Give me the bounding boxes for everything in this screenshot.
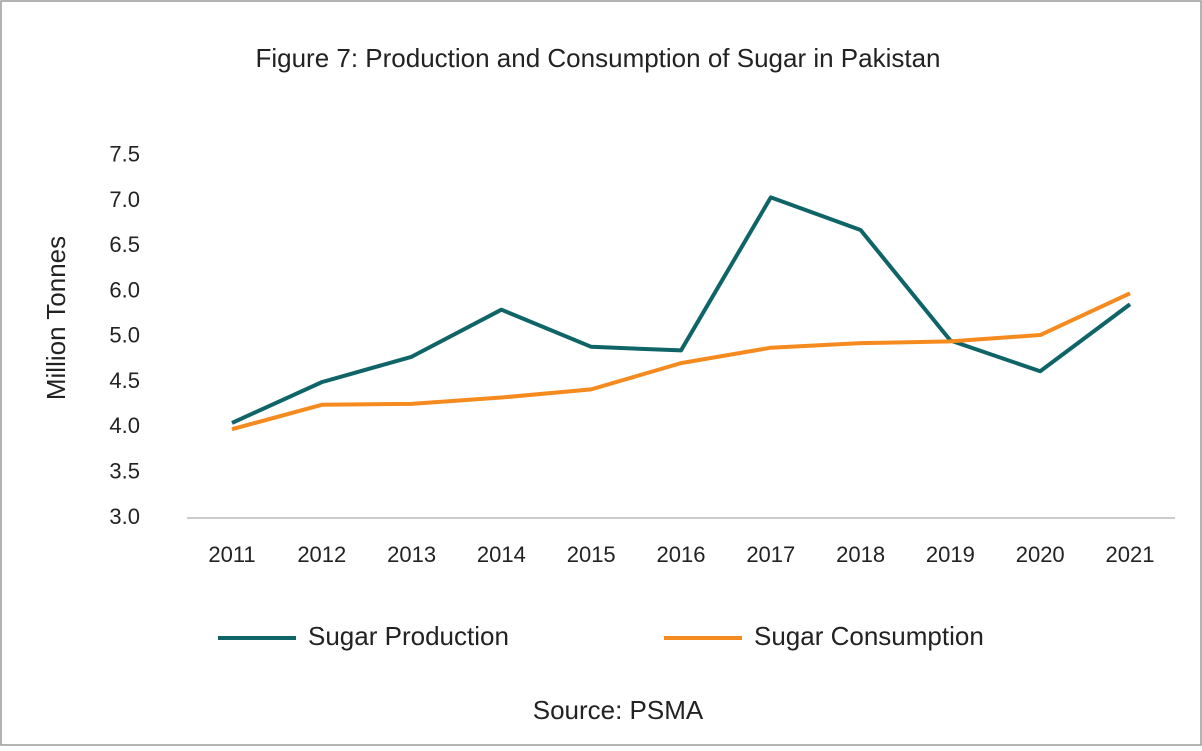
- x-tick-label: 2017: [746, 542, 795, 567]
- line-series: [231, 291, 1131, 432]
- legend-label: Sugar Consumption: [754, 621, 984, 651]
- source: Source: PSMA: [533, 695, 704, 725]
- y-tick-label: 3.0: [109, 504, 140, 529]
- legend-label: Sugar Production: [308, 621, 509, 651]
- y-tick-label: 5.0: [109, 323, 140, 348]
- y-tick-label: 7.0: [109, 187, 140, 212]
- x-tick-label: 2016: [657, 542, 706, 567]
- y-tick-label: 4.5: [109, 368, 140, 393]
- line-series: [231, 195, 1132, 425]
- y-tick-label: 4.0: [109, 413, 140, 438]
- x-tick-label: 2020: [1016, 542, 1065, 567]
- y-tick-label: 6.0: [109, 277, 140, 302]
- x-tick-label: 2019: [926, 542, 975, 567]
- x-tick-label: 2021: [1106, 542, 1155, 567]
- y-tick-label: 7.5: [109, 142, 140, 167]
- x-tick-label: 2013: [387, 542, 436, 567]
- chart-title: Figure 7: Production and Consumption of …: [255, 43, 940, 73]
- x-tick-label: 2011: [208, 542, 255, 567]
- y-tick-label: 3.5: [109, 459, 140, 484]
- x-tick-label: 2012: [297, 542, 346, 567]
- y-tick-label: 6.5: [109, 232, 140, 257]
- x-tick-label: 2018: [836, 542, 885, 567]
- x-tick-label: 2014: [477, 542, 526, 567]
- y-axis-label: Million Tonnes: [41, 236, 71, 400]
- x-tick-label: 2015: [567, 542, 616, 567]
